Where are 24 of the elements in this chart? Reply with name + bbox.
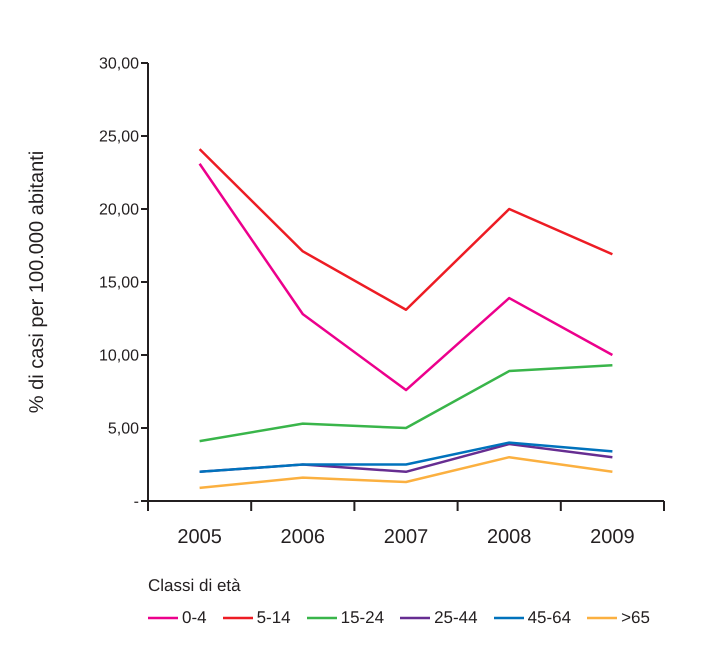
y-tick-label: 30,00	[98, 56, 140, 73]
line-series	[198, 162, 614, 392]
x-tick-label: 2005	[177, 526, 222, 548]
legend-label: 15-24	[340, 608, 384, 628]
y-tick-label: -	[134, 494, 139, 511]
y-tick-label: 5,00	[108, 420, 140, 438]
x-tick-label: 2009	[590, 526, 635, 548]
x-tick-label: 2007	[384, 526, 428, 548]
legend-label: 25-44	[434, 608, 478, 628]
legend-label: >65	[621, 608, 650, 628]
y-tick-label: 20,00	[98, 202, 140, 219]
line-series	[198, 148, 614, 311]
line-series	[198, 456, 614, 490]
y-tick-label: 25,00	[98, 128, 140, 146]
y-tick-label: 15,00	[98, 274, 140, 292]
x-tick-label: 2006	[280, 526, 326, 548]
x-tick-label: 2008	[486, 526, 532, 548]
legend-title: Classi di età	[148, 576, 242, 596]
legend-label: 45-64	[528, 608, 572, 628]
y-tick-label: 10,00	[98, 348, 140, 365]
y-axis-title: % di casi per 100.000 abitanti	[26, 150, 48, 414]
line-series	[198, 364, 614, 442]
legend-label: 5-14	[256, 608, 291, 628]
legend-label: 0-4	[182, 608, 207, 628]
